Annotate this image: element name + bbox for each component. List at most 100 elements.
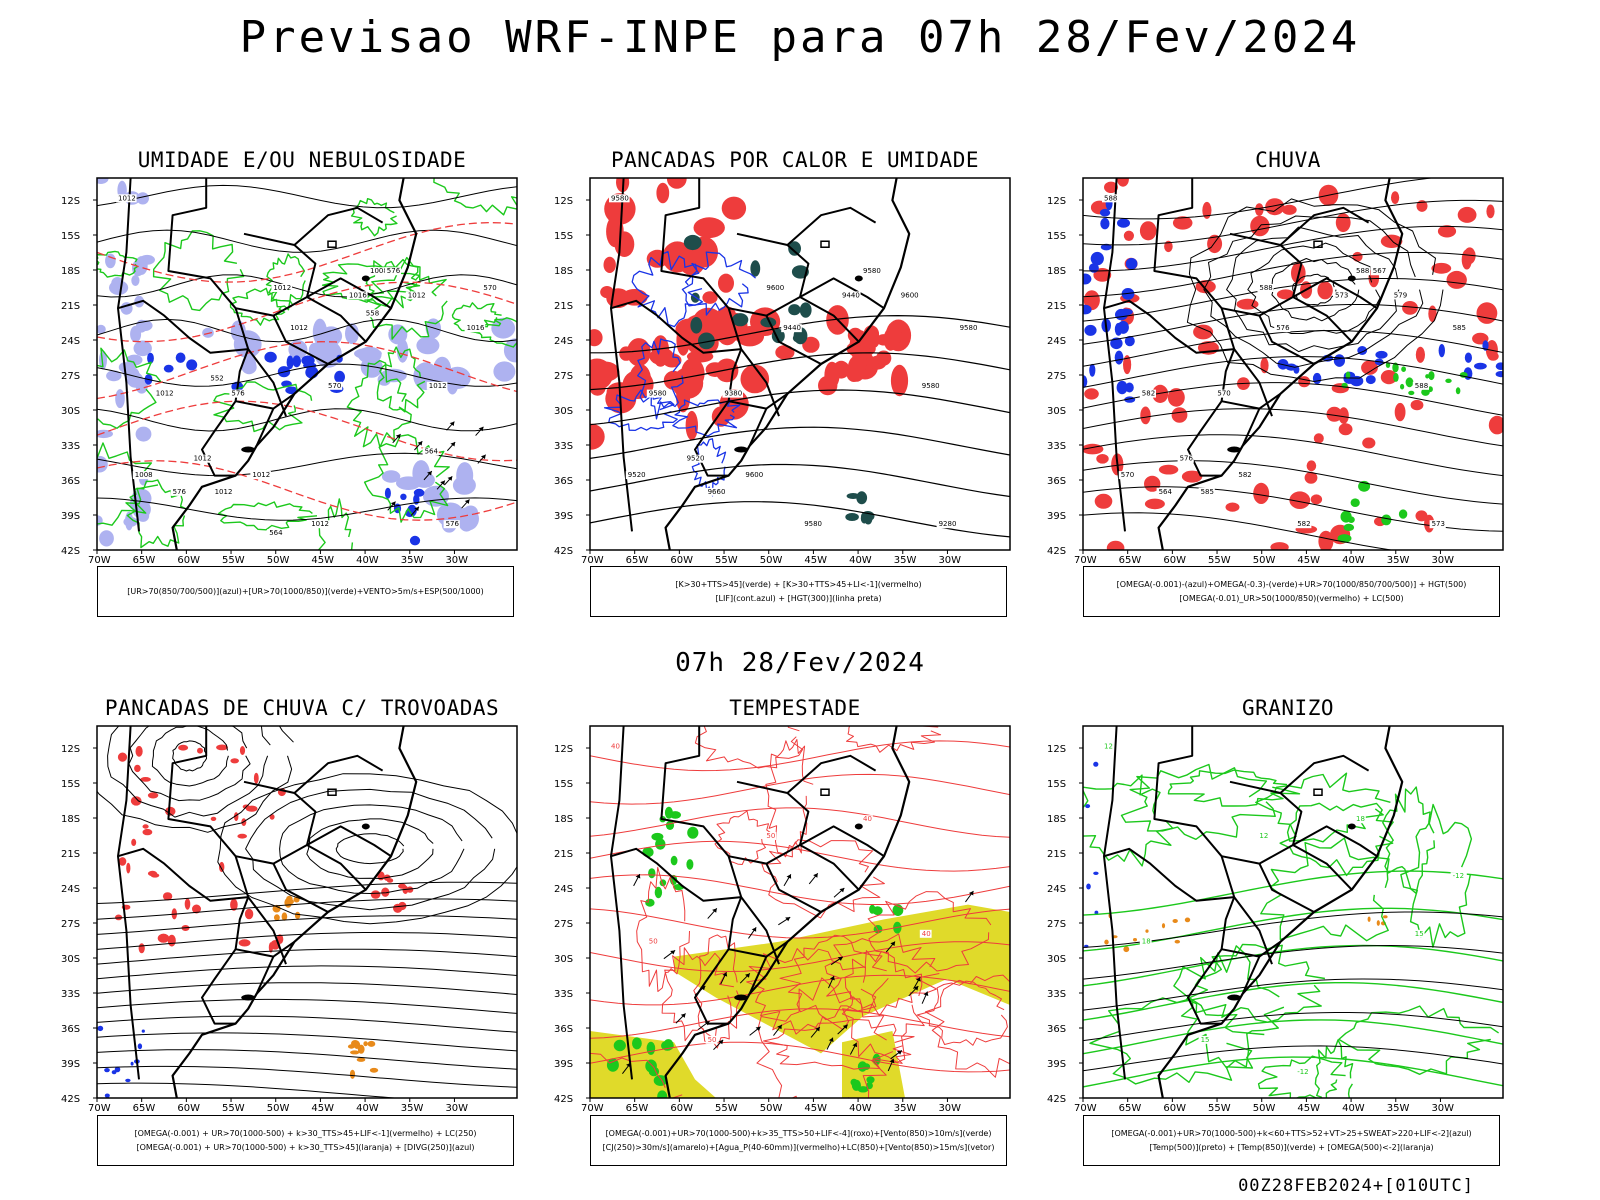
y-tick-label: 21S	[1047, 849, 1066, 860]
x-tick-label: 40W	[849, 555, 872, 566]
precipitable-water	[846, 726, 942, 753]
lc850	[590, 974, 1010, 1006]
streamline-vortex	[151, 726, 229, 787]
streamline-vortex	[306, 818, 434, 879]
panel-title-pancadas-calor: PANCADAS POR CALOR E UMIDADE	[610, 148, 979, 172]
instability-li	[740, 364, 770, 394]
lake	[1347, 275, 1356, 282]
streamline	[1083, 178, 1437, 220]
y-tick-label: 18S	[554, 266, 573, 277]
humidity-core	[292, 355, 301, 368]
x-tick-label: 35W	[1387, 555, 1410, 566]
border	[660, 726, 743, 898]
x-tick-label: 60W	[177, 1103, 200, 1114]
contour-label: 576	[446, 520, 460, 528]
wind-vector-head	[395, 434, 401, 439]
contour-label: 1016	[467, 324, 485, 332]
contour-label-bg	[405, 291, 427, 300]
omega-rain	[1172, 216, 1193, 230]
divergence	[97, 1025, 104, 1032]
instability-li	[693, 217, 725, 239]
contour-label: 18	[1142, 938, 1151, 946]
instability-kt	[760, 317, 777, 328]
y-tick-label: 27S	[1047, 919, 1066, 930]
hgt500-contour	[1292, 273, 1337, 306]
plot-frame	[96, 725, 518, 1099]
temp850-contour	[1255, 772, 1391, 843]
border	[610, 726, 633, 1080]
humidity-high-level	[381, 470, 401, 483]
border	[255, 408, 275, 447]
panel-title-tempestade: TEMPESTADE	[729, 696, 861, 720]
contour-label-bg	[1156, 487, 1173, 496]
contour-label: 582	[1142, 390, 1155, 398]
contour-label-bg	[1198, 487, 1215, 496]
omega500	[1376, 920, 1380, 926]
x-tick-label: 65W	[1119, 1103, 1142, 1114]
contour-label: 9600	[901, 291, 919, 299]
legend-line: [K>30+TTS>45](verde) + [K>30+TTS>45+LI<-…	[675, 579, 922, 589]
streamline	[1083, 251, 1503, 298]
border	[272, 863, 329, 913]
contour-label: 570	[483, 284, 496, 292]
x-tick-label: 70W	[581, 1103, 604, 1114]
contour-label-bg	[1354, 267, 1371, 276]
main-title: Previsao WRF-INPE para 07h 28/Fev/2024	[239, 12, 1361, 63]
streamline	[97, 1032, 517, 1052]
low-level-humidity-contour	[317, 498, 354, 550]
wind-vector-head	[923, 991, 929, 997]
border	[117, 178, 140, 532]
y-tick-label: 12S	[1047, 744, 1066, 755]
x-tick-label: 65W	[626, 1103, 649, 1114]
border	[1103, 299, 1273, 417]
contour-label-bg	[1295, 520, 1312, 529]
storm-cell	[210, 816, 217, 821]
omega-rain	[1282, 204, 1297, 215]
y-tick-label: 21S	[61, 301, 80, 312]
lagoon	[734, 446, 749, 453]
instability-kt	[860, 513, 868, 524]
omega-rain	[1486, 204, 1495, 219]
y-tick-label: 42S	[554, 546, 573, 557]
temp850-contour	[1382, 786, 1436, 894]
temp850-contour	[1083, 774, 1174, 867]
omega-rain	[1415, 346, 1425, 363]
storm-cell	[184, 898, 191, 910]
humidity-high-level	[241, 355, 257, 374]
district-box	[820, 240, 830, 248]
legend-tempestade: [OMEGA(-0.001)+UR>70(1000-500)+k>35_TTS>…	[590, 1115, 1007, 1166]
omega-rain	[1415, 510, 1428, 522]
contour-label-bg	[1139, 937, 1152, 946]
omega-weak	[1088, 263, 1099, 273]
wind850	[665, 820, 675, 830]
precipitable-water	[590, 1052, 683, 1098]
humidity-high-level	[97, 429, 113, 439]
instability-li	[678, 249, 705, 276]
streamline-vortex	[107, 726, 271, 818]
omega-rain	[1104, 181, 1118, 193]
wind850	[872, 906, 883, 916]
border	[293, 206, 384, 246]
border	[1103, 847, 1273, 965]
lake	[854, 275, 863, 282]
contour-label-bg	[1236, 471, 1253, 480]
legend-line: [OMEGA(-0.01)_UR>50(1000/850)(vermelho) …	[1179, 593, 1404, 603]
instability-kt	[856, 491, 868, 505]
y-tick-label: 30S	[1047, 406, 1066, 417]
contour-label-bg	[764, 283, 785, 292]
y-tick-label: 18S	[61, 266, 80, 277]
border	[1258, 863, 1315, 913]
contour-label: 9440	[783, 324, 801, 332]
contour-label-bg	[861, 267, 882, 276]
wind-vector-head	[464, 499, 470, 504]
panel-title-chuva: CHUVA	[1255, 148, 1321, 172]
wind-vector-head	[828, 1037, 834, 1043]
contour-label: 570	[1217, 390, 1230, 398]
storm-cell-k	[369, 1067, 379, 1073]
contour-label-bg	[309, 520, 330, 529]
contour-label: 9580	[804, 520, 822, 528]
x-tick-label: 70W	[581, 555, 604, 566]
y-tick-label: 36S	[554, 476, 573, 487]
y-tick-label: 12S	[554, 744, 573, 755]
humidity-high-level	[312, 318, 327, 346]
